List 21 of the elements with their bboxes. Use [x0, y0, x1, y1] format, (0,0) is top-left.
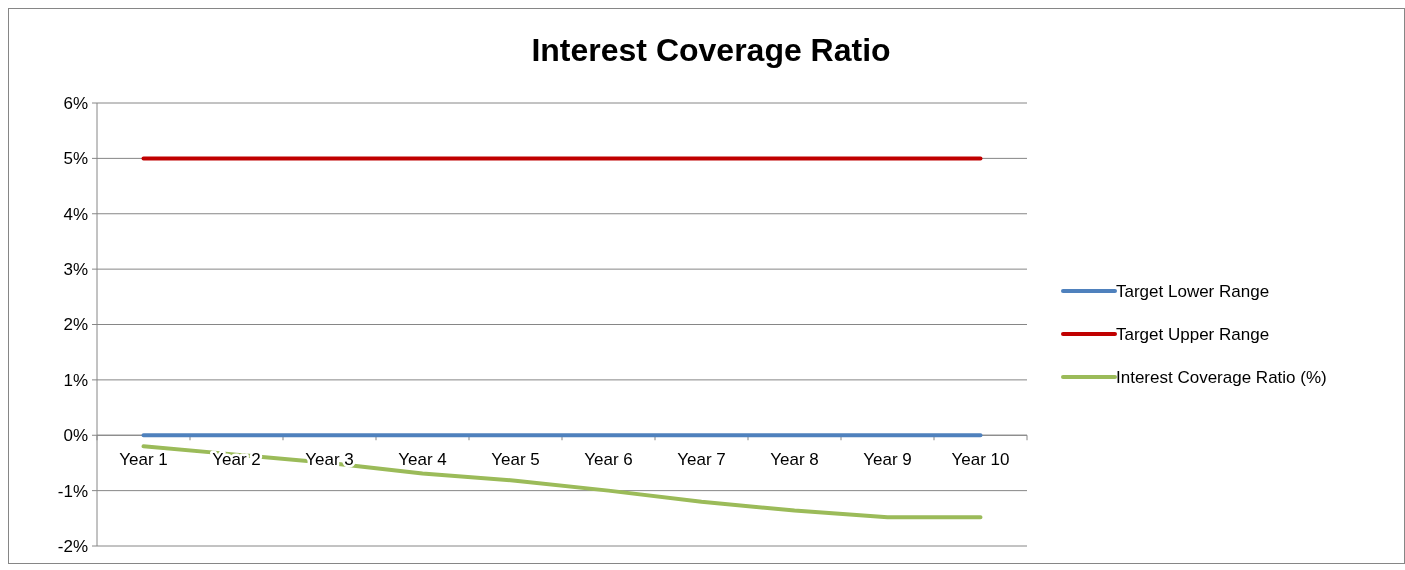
y-tick-label: 6%	[63, 93, 88, 113]
y-tick-label: 5%	[63, 149, 88, 169]
x-tick-label: Year 8	[770, 450, 819, 470]
legend-label: Interest Coverage Ratio (%)	[1116, 367, 1327, 387]
x-tick-label: Year 6	[584, 450, 633, 470]
y-tick-label: 0%	[63, 426, 88, 446]
x-tick-label: Year 9	[863, 450, 912, 470]
x-tick-label: Year 5	[491, 450, 540, 470]
y-tick-label: 2%	[63, 315, 88, 335]
x-tick-label: Year 10	[951, 450, 1010, 470]
y-tick-label: 3%	[63, 260, 88, 280]
x-tick-label: Year 7	[677, 450, 726, 470]
y-tick-label: -1%	[57, 481, 88, 501]
y-tick-label: 4%	[63, 204, 88, 224]
x-tick-label: Year 1	[119, 450, 168, 470]
legend-label: Target Upper Range	[1116, 324, 1270, 344]
legend-label: Target Lower Range	[1116, 281, 1270, 301]
y-tick-label: 1%	[63, 370, 88, 390]
chart-title: Interest Coverage Ratio	[531, 32, 891, 68]
y-tick-label: -2%	[57, 536, 88, 556]
x-tick-label: Year 4	[398, 450, 447, 470]
